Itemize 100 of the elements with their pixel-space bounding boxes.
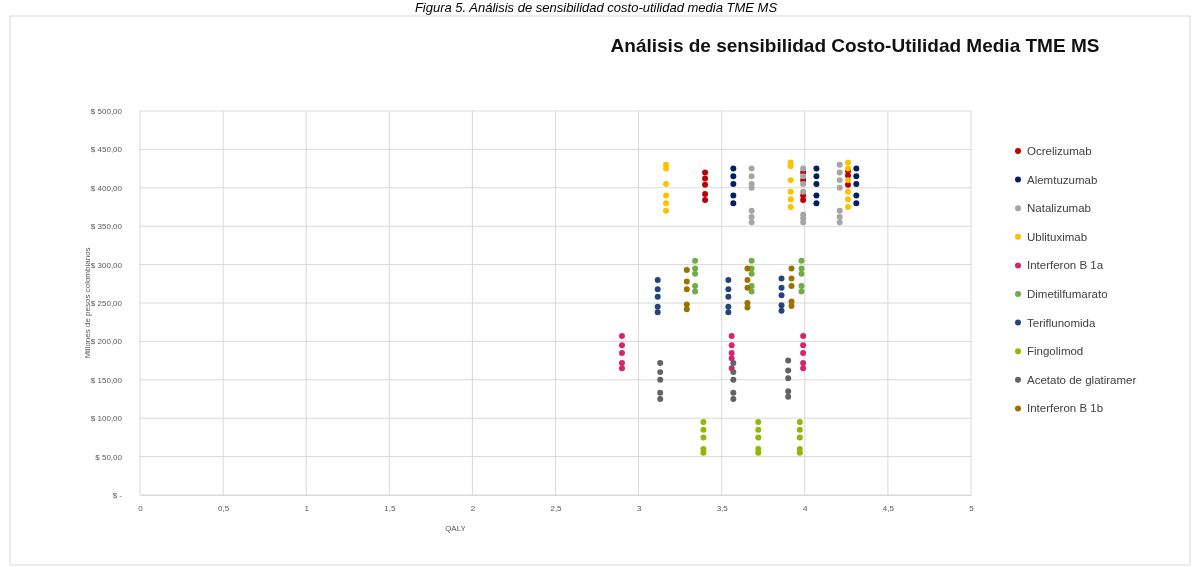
point (618, 333, 625, 339)
x-tick-label: 0 (138, 503, 144, 513)
x-axis-title: QALY (445, 524, 467, 533)
point (748, 270, 755, 277)
point (778, 275, 785, 282)
point (730, 389, 737, 396)
point (725, 309, 732, 316)
point (663, 192, 670, 199)
point (730, 396, 737, 402)
y-tick-label: $ 500,00 (90, 107, 123, 117)
point (845, 177, 851, 184)
point (692, 257, 699, 264)
point (853, 173, 860, 180)
point (663, 180, 670, 187)
point (785, 393, 792, 400)
point (657, 369, 664, 376)
point (725, 303, 732, 310)
legend-label: Fingolimod (1027, 345, 1084, 358)
y-axis-title: Millones de pesos colombianos (83, 247, 92, 359)
point (725, 293, 732, 300)
point (778, 307, 785, 314)
point (785, 375, 792, 382)
point (798, 270, 805, 277)
point (700, 426, 707, 433)
point (785, 367, 792, 374)
x-tick-label: 5 (969, 503, 975, 513)
point (798, 288, 805, 295)
point (692, 265, 699, 272)
point (836, 161, 843, 168)
point (787, 196, 794, 203)
point (798, 265, 805, 272)
point (845, 188, 851, 195)
point (728, 355, 735, 362)
point (692, 283, 699, 290)
legend-label: Ublituximab (1027, 230, 1088, 243)
point (788, 283, 795, 290)
point (702, 175, 709, 182)
point (618, 359, 625, 366)
legend-label: Interferon B 1a (1027, 259, 1104, 272)
point (836, 214, 843, 220)
legend-label: Teriflunomida (1027, 316, 1096, 329)
point (730, 369, 737, 376)
point (800, 359, 807, 366)
y-tick-label: $ 100,00 (90, 414, 123, 424)
point (700, 434, 707, 441)
point (853, 165, 860, 172)
point (778, 292, 785, 299)
point (845, 196, 851, 203)
point (813, 192, 820, 199)
text: Figura 5. Análisis de sensibilidad costo-utilidad media TME MS (414, 0, 778, 15)
legend-label: Ocrelizumab (1027, 145, 1092, 157)
point (836, 177, 843, 184)
point (728, 349, 735, 356)
point (813, 173, 820, 180)
x-tick-label: 1 (304, 503, 310, 513)
point (657, 376, 664, 383)
point (730, 359, 737, 366)
point (730, 173, 737, 180)
point (683, 278, 690, 285)
point (730, 180, 737, 187)
point (744, 284, 751, 291)
x-tick-label: 4,5 (882, 503, 895, 513)
y-tick-label: $ 400,00 (90, 183, 123, 193)
point (748, 165, 755, 172)
point (853, 192, 860, 199)
y-tick-label: $ 150,00 (90, 375, 123, 385)
point (845, 159, 851, 166)
point (778, 284, 785, 291)
point (730, 192, 737, 199)
point (702, 181, 709, 188)
x-tick-label: 0,5 (218, 503, 230, 513)
point (692, 288, 699, 295)
point (744, 304, 751, 311)
point (730, 200, 737, 207)
point (654, 293, 661, 300)
point (785, 388, 792, 395)
point (654, 303, 661, 310)
legend-label: Natalizumab (1027, 202, 1091, 215)
point (657, 396, 664, 402)
point (836, 169, 843, 176)
x-tick-label: 4 (803, 503, 809, 513)
point (748, 219, 755, 226)
y-tick-label: $ 300,00 (90, 260, 123, 270)
chart-title: Análisis de sensibilidad Costo-Utilidad Media TME MS (610, 35, 1100, 56)
point (730, 165, 737, 172)
legend-label: Alemtuzumab (1027, 173, 1098, 186)
point (796, 419, 803, 426)
point (845, 204, 851, 210)
y-tick-label: $ 200,00 (90, 337, 123, 347)
point (618, 342, 625, 349)
point (813, 200, 820, 207)
point (728, 333, 735, 339)
point (778, 302, 785, 309)
point (800, 342, 807, 349)
x-tick-label: 2 (470, 503, 476, 513)
point (654, 286, 661, 293)
point (657, 389, 664, 396)
point (796, 449, 803, 456)
point (702, 197, 709, 204)
point (800, 197, 807, 204)
